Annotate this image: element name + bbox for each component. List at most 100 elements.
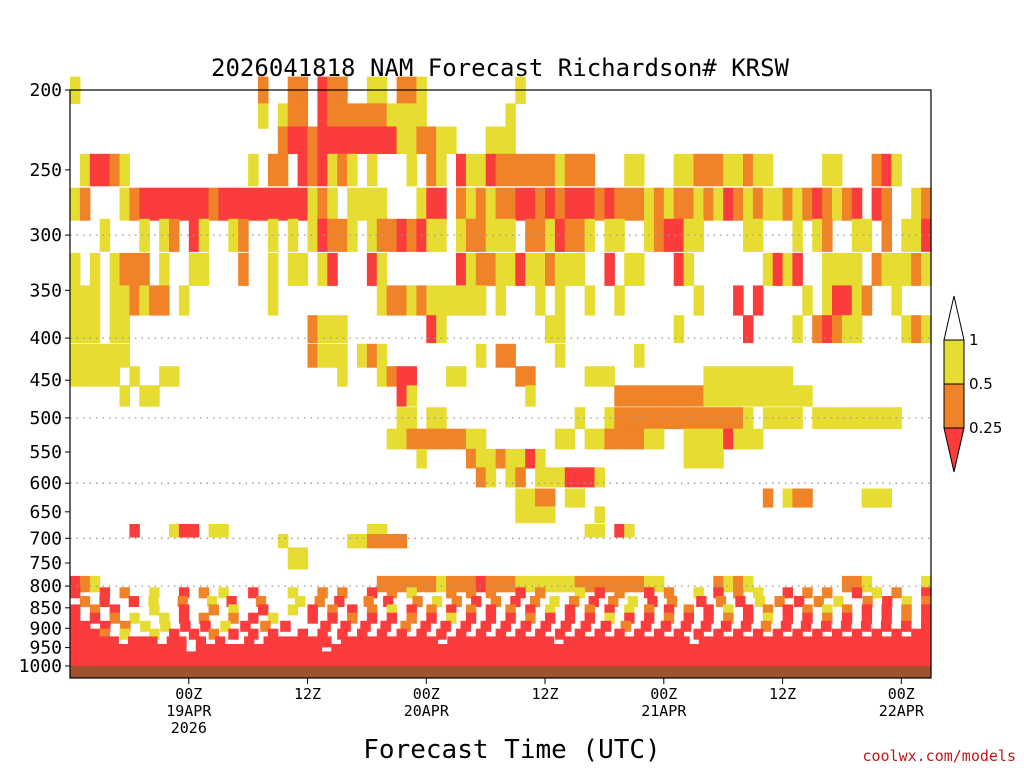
heatmap-cell	[871, 153, 883, 187]
heatmap-cell	[307, 612, 318, 624]
heatmap-cell	[792, 187, 803, 221]
heatmap-cell	[89, 651, 100, 663]
heatmap-cell	[584, 524, 596, 538]
heatmap-cell	[414, 651, 425, 663]
heatmap-cell	[89, 575, 101, 593]
heatmap-cell	[564, 218, 576, 252]
heatmap-cell	[452, 651, 463, 663]
heatmap-cell	[634, 575, 645, 593]
heatmap-cell	[224, 644, 235, 655]
heatmap-cell	[412, 596, 423, 607]
heatmap-cell	[495, 575, 507, 593]
heatmap-cell	[426, 428, 437, 450]
heatmap-cell	[160, 620, 171, 632]
heatmap-cell	[169, 628, 180, 640]
heatmap-cell	[776, 644, 787, 655]
heatmap-cell	[883, 651, 894, 663]
heatmap-cell	[564, 488, 576, 508]
heatmap-cell	[901, 252, 912, 286]
heatmap-cell	[505, 612, 516, 624]
heatmap-cell	[456, 428, 467, 450]
heatmap-cell	[446, 604, 457, 616]
heatmap-cell	[693, 285, 704, 316]
heatmap-cell	[70, 620, 81, 632]
heatmap-cell	[376, 575, 388, 593]
heatmap-cell	[505, 575, 516, 593]
heatmap-cell	[340, 620, 351, 632]
heatmap-cell	[574, 467, 586, 488]
heatmap-cell	[802, 385, 813, 407]
heatmap-cell	[797, 658, 808, 670]
heatmap-cell	[574, 407, 586, 430]
heatmap-cell	[406, 103, 417, 129]
heatmap-cell	[782, 385, 794, 407]
heatmap-cell	[118, 644, 129, 655]
heatmap-cell	[792, 628, 803, 640]
heatmap-cell	[226, 596, 237, 607]
heatmap-cell	[640, 644, 651, 655]
heatmap-cell	[832, 315, 843, 344]
heatmap-cell	[406, 153, 417, 187]
heatmap-cell	[911, 628, 922, 640]
heatmap-cell	[863, 644, 874, 655]
heatmap-cell	[754, 596, 766, 607]
heatmap-cell	[737, 636, 748, 648]
heatmap-cell	[574, 488, 586, 508]
heatmap-cell	[406, 218, 417, 252]
heatmap-cell	[891, 285, 902, 316]
heatmap-cell	[911, 252, 922, 286]
heatmap-cell	[228, 612, 239, 624]
heatmap-cell	[366, 604, 378, 616]
heatmap-cell	[772, 385, 784, 407]
heatmap-cell	[277, 187, 289, 221]
heatmap-cell	[347, 126, 358, 154]
heatmap-cell	[534, 636, 545, 648]
heatmap-cell	[317, 252, 328, 286]
heatmap-cell	[119, 587, 130, 599]
heatmap-cell	[495, 343, 507, 368]
heatmap-cell	[436, 285, 447, 316]
heatmap-cell	[357, 343, 368, 368]
heatmap-cell	[614, 587, 625, 599]
x-tick-label: 22APR	[879, 702, 925, 720]
heatmap-cell	[762, 187, 774, 221]
heatmap-cell	[713, 407, 724, 430]
heatmap-cell	[376, 126, 388, 154]
heatmap-cell	[902, 636, 913, 648]
heatmap-cell	[594, 628, 605, 640]
heatmap-cell	[544, 644, 555, 655]
heatmap-cell	[611, 644, 622, 655]
heatmap-cell	[693, 448, 704, 469]
heatmap-cell	[824, 636, 835, 648]
heatmap-cell	[490, 651, 501, 663]
heatmap-cell	[624, 385, 635, 407]
heatmap-cell	[485, 587, 497, 599]
heatmap-cell	[713, 628, 724, 640]
heatmap-cell	[644, 575, 655, 593]
heatmap-cell	[178, 524, 190, 538]
heatmap-cell	[475, 467, 487, 488]
heatmap-cell	[525, 385, 536, 407]
x-tick-label: 21APR	[641, 702, 687, 720]
heatmap-cell	[614, 524, 625, 538]
heatmap-cell	[871, 587, 882, 599]
heatmap-cell	[703, 385, 714, 407]
heatmap-cell	[255, 596, 267, 607]
heatmap-cell	[475, 343, 487, 368]
x-tick-label: 2026	[171, 719, 207, 737]
heatmap-cell	[357, 103, 368, 129]
y-tick-label: 700	[29, 528, 62, 549]
heatmap-cell	[128, 596, 139, 607]
heatmap-cell	[175, 651, 186, 663]
heatmap-cell	[864, 658, 875, 670]
heatmap-cell	[100, 620, 111, 632]
heatmap-cell	[624, 604, 635, 616]
heatmap-cell	[406, 587, 417, 599]
heatmap-cell	[426, 218, 437, 252]
heatmap-cell	[787, 651, 798, 663]
heatmap-cell	[921, 612, 932, 624]
heatmap-cell	[782, 604, 793, 616]
heatmap-cell	[495, 153, 507, 187]
heatmap-cell	[703, 428, 714, 450]
heatmap-cell	[366, 103, 378, 129]
